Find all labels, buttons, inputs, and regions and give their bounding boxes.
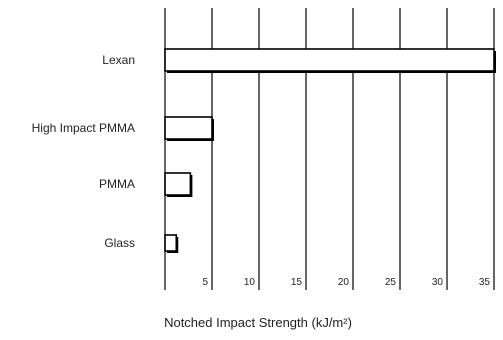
bars xyxy=(164,48,496,253)
tick-label-20: 20 xyxy=(338,277,350,288)
tick-label-5: 5 xyxy=(202,277,208,288)
tick-label-30: 30 xyxy=(432,277,444,288)
bar-lexan xyxy=(164,48,495,72)
tick-label-10: 10 xyxy=(244,277,256,288)
tick-label-15: 15 xyxy=(291,277,303,288)
category-label-lexan: Lexan xyxy=(102,53,135,67)
bar-pmma xyxy=(164,172,192,196)
bar-high-impact-pmma xyxy=(164,116,213,140)
category-label-pmma: PMMA xyxy=(99,177,135,191)
bar-glass xyxy=(164,234,178,252)
category-label-high-impact-pmma: High Impact PMMA xyxy=(32,121,135,135)
category-label-glass: Glass xyxy=(104,236,135,250)
tick-label-25: 25 xyxy=(385,277,397,288)
category-labels: Lexan High Impact PMMA PMMA Glass xyxy=(32,53,135,250)
tick-labels: 5 10 15 20 25 30 35 xyxy=(202,277,490,288)
x-axis-title: Notched Impact Strength (kJ/m²) xyxy=(164,315,352,330)
tick-label-35: 35 xyxy=(479,277,491,288)
